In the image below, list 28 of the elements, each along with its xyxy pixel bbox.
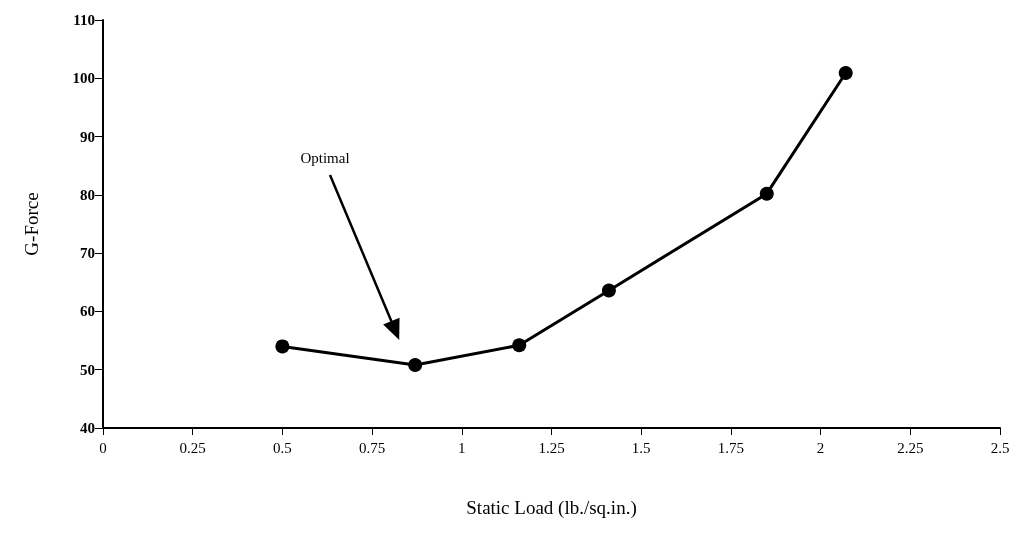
x-tick-label: 2.5 <box>990 439 1010 456</box>
y-tick-label: 50 <box>80 361 95 378</box>
x-tick-label: 1 <box>458 439 466 456</box>
point <box>759 186 774 201</box>
y-tick-label: 40 <box>80 420 95 436</box>
point <box>408 358 423 373</box>
point <box>512 338 527 353</box>
x-tick-label: 1.75 <box>717 439 745 456</box>
x-tick-label: 2 <box>816 439 825 456</box>
y-tick-label: 110 <box>73 12 95 28</box>
x-axis-title: Static Load (lb./sq.in.) <box>466 497 637 519</box>
y-tick-label: 90 <box>80 128 95 145</box>
x-tick-label: 2.25 <box>897 439 924 456</box>
x-tick-label: 0 <box>99 439 107 456</box>
y-axis-title: G-Force <box>21 192 42 256</box>
x-tick-label: 0.5 <box>273 439 292 456</box>
point <box>838 66 853 81</box>
y-tick-label: 70 <box>80 245 95 262</box>
x-tick-label: 1.5 <box>631 439 651 456</box>
y-tick-label: 100 <box>72 70 95 87</box>
x-tick-label: 1.25 <box>538 439 565 456</box>
y-tick-label: 80 <box>80 186 95 203</box>
x-tick-label: 0.25 <box>179 439 206 456</box>
point <box>275 339 290 354</box>
annotation: Optimal <box>300 150 350 166</box>
x-tick-label: 0.75 <box>358 439 386 456</box>
point <box>601 283 616 298</box>
y-tick-label: 60 <box>80 303 95 320</box>
